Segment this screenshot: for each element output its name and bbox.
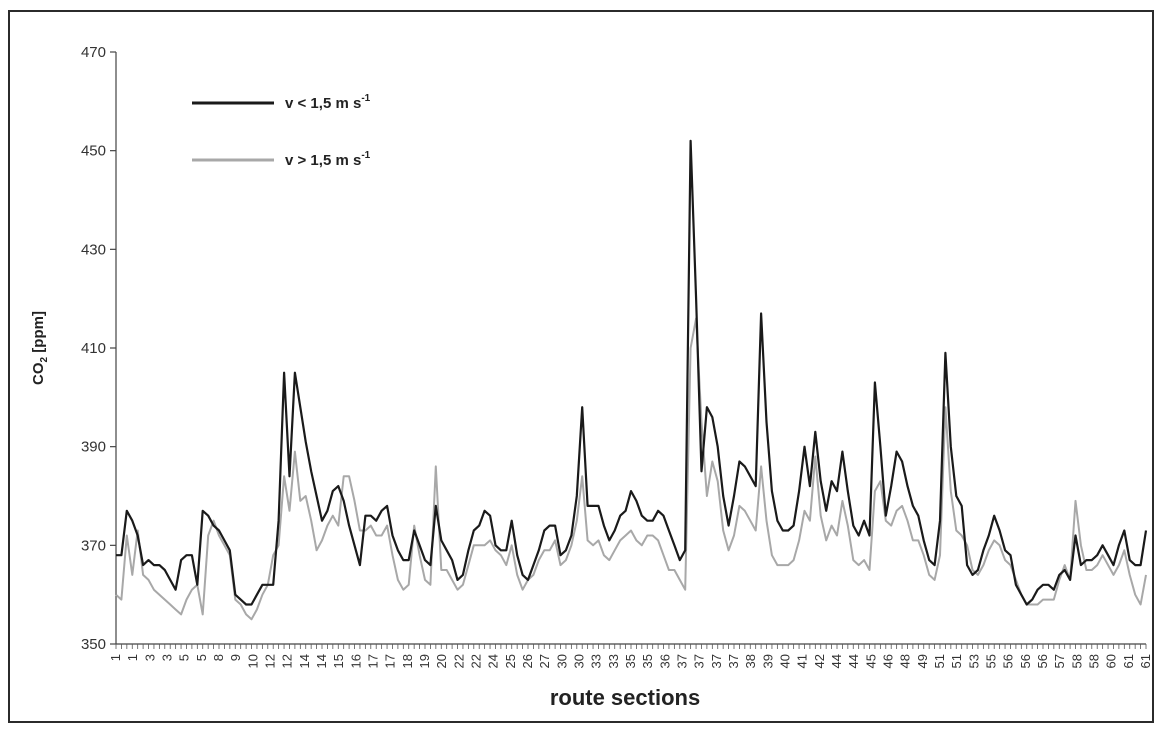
x-tick-label: 15 — [331, 654, 346, 668]
x-tick-label: 36 — [657, 654, 672, 668]
x-tick-label: 56 — [1035, 654, 1050, 668]
x-tick-label: 56 — [1018, 654, 1033, 668]
x-tick-label: 16 — [348, 654, 363, 668]
x-tick-label: 9 — [228, 654, 243, 661]
x-tick-label: 30 — [554, 654, 569, 668]
x-tick-label: 45 — [863, 654, 878, 668]
x-tick-label: 37 — [726, 654, 741, 668]
x-tick-label: 42 — [812, 654, 827, 668]
x-tick-label: 58 — [1087, 654, 1102, 668]
x-tick-label: 55 — [984, 654, 999, 668]
y-axis-title: CO2 [ppm] — [30, 311, 50, 385]
x-tick-label: 17 — [383, 654, 398, 668]
x-tick-label: 33 — [589, 654, 604, 668]
x-tick-label: 58 — [1069, 654, 1084, 668]
x-tick-label: 3 — [160, 654, 175, 661]
y-tick-label: 390 — [81, 439, 106, 456]
legend-label-light: v > 1,5 m s-1 — [285, 150, 371, 169]
legend: v < 1,5 m s-1 v > 1,5 m s-1 — [192, 93, 371, 169]
x-tick-label: 61 — [1138, 654, 1152, 668]
y-tick-label: 370 — [81, 537, 106, 554]
series-line-dark — [116, 139, 1148, 606]
x-tick-label: 35 — [623, 654, 638, 668]
x-tick-label: 10 — [245, 654, 260, 668]
y-tick-label: 430 — [81, 241, 106, 258]
x-tick-label: 46 — [881, 654, 896, 668]
x-tick-label: 57 — [1052, 654, 1067, 668]
x-tick-label: 51 — [932, 654, 947, 668]
x-tick-label: 61 — [1121, 654, 1136, 668]
x-tick-label: 37 — [692, 654, 707, 668]
x-tick-label: 33 — [606, 654, 621, 668]
x-tick-label: 35 — [640, 654, 655, 668]
y-tick-label: 410 — [81, 340, 106, 357]
x-tick-label: 37 — [675, 654, 690, 668]
x-tick-label: 53 — [966, 654, 981, 668]
series-line-light — [115, 317, 1147, 621]
x-tick-label: 44 — [829, 654, 844, 668]
x-tick-label: 12 — [280, 654, 295, 668]
x-tick-label: 22 — [451, 654, 466, 668]
axes — [115, 52, 1146, 645]
x-axis-title: route sections — [550, 685, 700, 710]
y-ticks: 350 370 390 410 430 450 470 — [81, 44, 116, 653]
x-tick-label: 48 — [898, 654, 913, 668]
x-tick-label: 51 — [949, 654, 964, 668]
x-tick-label: 20 — [434, 654, 449, 668]
x-tick-label: 39 — [760, 654, 775, 668]
x-tick-label: 5 — [194, 654, 209, 661]
x-tick-label: 19 — [417, 654, 432, 668]
y-tick-label: 350 — [81, 636, 106, 653]
x-tick-label: 25 — [503, 654, 518, 668]
y-tick-label: 450 — [81, 143, 106, 160]
series-lines — [115, 139, 1148, 621]
x-tick-label: 12 — [263, 654, 278, 668]
x-tick-label: 14 — [314, 654, 329, 668]
x-tick-label: 41 — [795, 654, 810, 668]
x-tick-label: 26 — [520, 654, 535, 668]
x-tick-label: 8 — [211, 654, 226, 661]
x-tick-label: 22 — [469, 654, 484, 668]
legend-label-dark: v < 1,5 m s-1 — [285, 93, 371, 112]
x-tick-label: 24 — [486, 654, 501, 668]
x-tick-label: 37 — [709, 654, 724, 668]
x-tick-label: 44 — [846, 654, 861, 668]
x-tick-label: 3 — [142, 654, 157, 661]
x-tick-label: 38 — [743, 654, 758, 668]
x-ticks: 1 1 3 3 5 5 8 9 10 12 12 14 14 15 16 17 17 18 19 20 22 22 24 25… — [108, 644, 1152, 668]
x-tick-label: 49 — [915, 654, 930, 668]
chart-figure: 350 370 390 410 430 450 470 1 1 3 3 5 5 8 9 10 12 12 14 14… — [8, 10, 1154, 723]
x-tick-label: 14 — [297, 654, 312, 668]
x-tick-label: 18 — [400, 654, 415, 668]
x-tick-label: 1 — [108, 654, 123, 661]
y-tick-label: 470 — [81, 44, 106, 61]
x-tick-label: 27 — [537, 654, 552, 668]
x-tick-label: 1 — [125, 654, 140, 661]
x-tick-label: 5 — [177, 654, 192, 661]
x-tick-label: 56 — [1001, 654, 1016, 668]
x-tick-label: 60 — [1104, 654, 1119, 668]
x-tick-label: 17 — [366, 654, 381, 668]
x-tick-label: 30 — [572, 654, 587, 668]
x-tick-label: 40 — [778, 654, 793, 668]
